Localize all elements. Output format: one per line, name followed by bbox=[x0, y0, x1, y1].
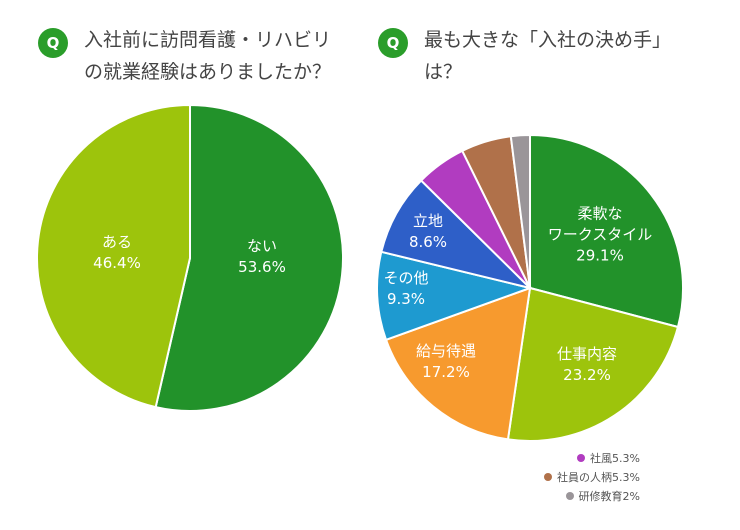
label-salary: 給与待遇 17.2% bbox=[415, 342, 477, 381]
pie-slice bbox=[529, 133, 684, 329]
label-flexible: 柔軟な ワークスタイル 29.1% bbox=[547, 204, 653, 265]
label-other: その他 9.3% bbox=[383, 269, 429, 308]
pie-slice bbox=[380, 179, 534, 290]
chart-title-1: 入社前に訪問看護・リハビリ の就業経験はありましたか？ bbox=[84, 29, 332, 83]
label-work: 仕事内容 23.2% bbox=[556, 345, 618, 384]
legend-training: 研修教育2% bbox=[565, 488, 640, 504]
pie-slice bbox=[384, 286, 532, 441]
pie-slice bbox=[506, 286, 680, 442]
legend-dot bbox=[577, 454, 586, 462]
q-badge-2: Q bbox=[378, 28, 408, 58]
chart-title-2: 最も大きな「入社の決め手」 は？ bbox=[424, 29, 672, 83]
legend-label: 研修教育2% bbox=[578, 490, 640, 503]
pie-slice bbox=[154, 103, 344, 412]
label-nai: ない 53.6% bbox=[238, 237, 286, 276]
legend-people: 社員の人柄5.3% bbox=[544, 469, 640, 485]
label-location: 立地 8.6% bbox=[408, 212, 448, 251]
legend-label: 社風5.3% bbox=[590, 452, 640, 465]
pie-slice bbox=[509, 133, 531, 289]
label-aru: ある 46.4% bbox=[93, 233, 141, 272]
legend-culture: 社風5.3% bbox=[577, 450, 640, 466]
pie-slice bbox=[36, 103, 191, 409]
legend-dot bbox=[544, 473, 553, 481]
pie-slice bbox=[376, 250, 534, 342]
q-badge-1: Q bbox=[38, 28, 68, 58]
legend-dot bbox=[565, 492, 574, 500]
legend-label: 社員の人柄5.3% bbox=[557, 471, 640, 484]
